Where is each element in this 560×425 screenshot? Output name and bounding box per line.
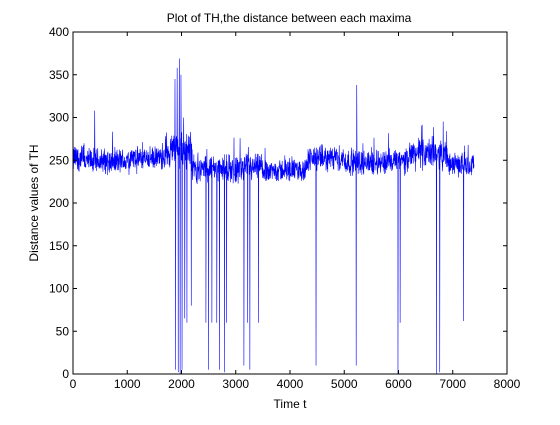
x-tick-label: 2000: [168, 377, 195, 391]
y-tick-label: 250: [49, 153, 69, 167]
x-tick-label: 1000: [114, 377, 141, 391]
y-axis: 0 50 100 150 200 250 300 350 400: [49, 25, 507, 381]
y-tick-label: 350: [49, 68, 69, 82]
x-tick-label: 0: [70, 377, 77, 391]
y-tick-label: 300: [49, 111, 69, 125]
series-layer: [72, 58, 475, 375]
y-tick-label: 0: [62, 367, 69, 381]
y-tick-label: 150: [49, 239, 69, 253]
y-axis-label: Distance values of TH: [27, 144, 41, 261]
x-tick-label: 4000: [277, 377, 304, 391]
x-axis-label: Time t: [274, 397, 308, 411]
y-tick-label: 400: [49, 25, 69, 39]
x-axis: 0 1000 2000 3000 4000 5000 6000 7000 8000: [70, 32, 521, 391]
x-tick-label: 6000: [385, 377, 412, 391]
y-tick-label: 50: [56, 324, 70, 338]
x-tick-label: 3000: [222, 377, 249, 391]
x-tick-label: 5000: [331, 377, 358, 391]
y-tick-label: 100: [49, 282, 69, 296]
x-tick-label: 8000: [494, 377, 521, 391]
chart-title: Plot of TH,the distance between each max…: [167, 11, 412, 25]
y-tick-label: 200: [49, 196, 69, 210]
series-line: [72, 58, 475, 375]
x-tick-label: 7000: [439, 377, 466, 391]
plot-area: [73, 32, 507, 374]
